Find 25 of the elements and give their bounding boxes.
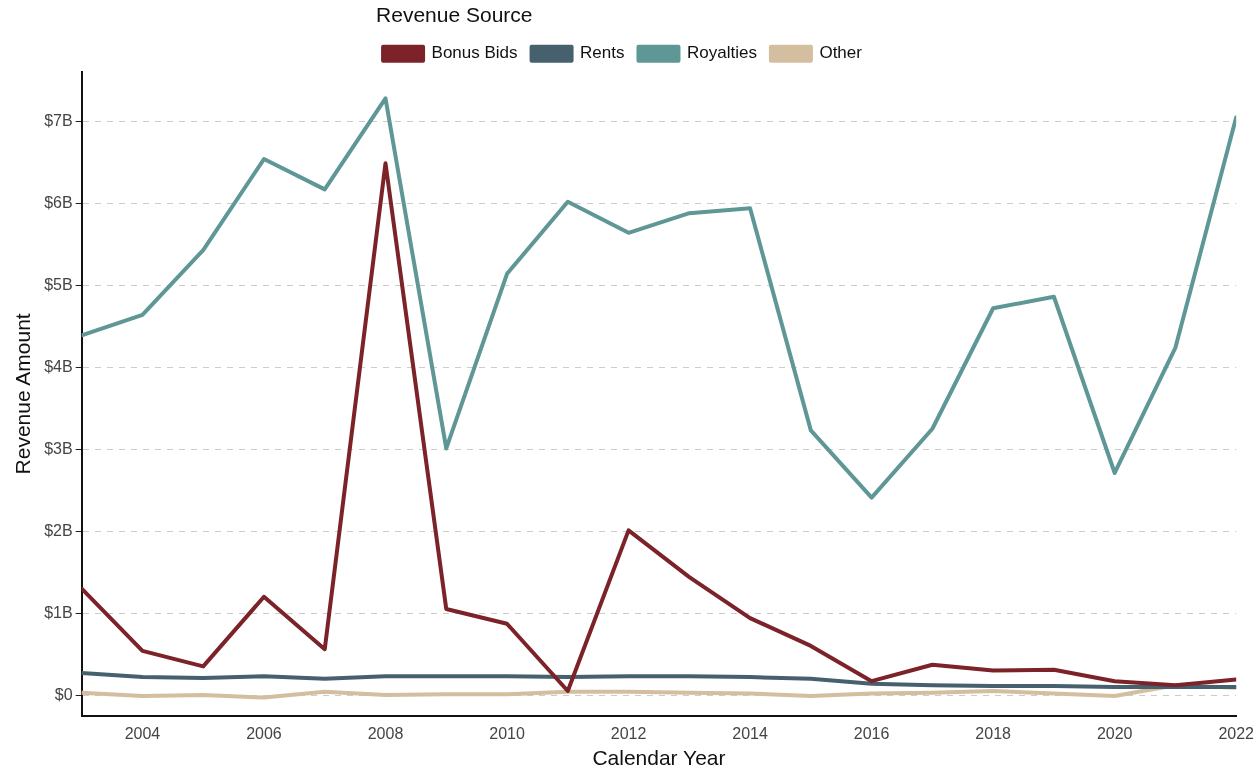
x-tick-label: 2016 [853, 724, 890, 742]
x-tick-label: 2006 [246, 724, 282, 742]
legend-title: Revenue Source [376, 3, 533, 27]
x-tick-label: 2012 [610, 724, 647, 742]
y-tick-label: $5B [44, 275, 73, 293]
x-tick-label: 2008 [367, 724, 404, 742]
x-tick-label: 2010 [489, 724, 525, 742]
y-tick-label: $3B [44, 439, 73, 457]
x-tick-label: 2018 [975, 724, 1012, 742]
x-tick-label: 2014 [732, 724, 768, 742]
y-tick-label: $2B [44, 521, 73, 539]
y-axis-title: Revenue Amount [11, 313, 35, 475]
legend-label: Rents [580, 43, 625, 63]
legend-label: Royalties [686, 43, 757, 63]
x-axis-title: Calendar Year [592, 746, 726, 770]
y-tick-label: $6B [44, 193, 73, 211]
y-tick-label: $4B [44, 357, 73, 375]
legend-label: Bonus Bids [431, 43, 518, 63]
legend-label: Other [819, 43, 863, 63]
x-tick-label: 2020 [1096, 724, 1133, 742]
y-tick-label: $1B [44, 603, 73, 621]
y-tick-label: $7B [44, 111, 73, 129]
y-tick-label: $0 [54, 685, 73, 703]
x-tick-label: 2022 [1218, 724, 1255, 742]
x-tick-label: 2004 [124, 724, 161, 742]
